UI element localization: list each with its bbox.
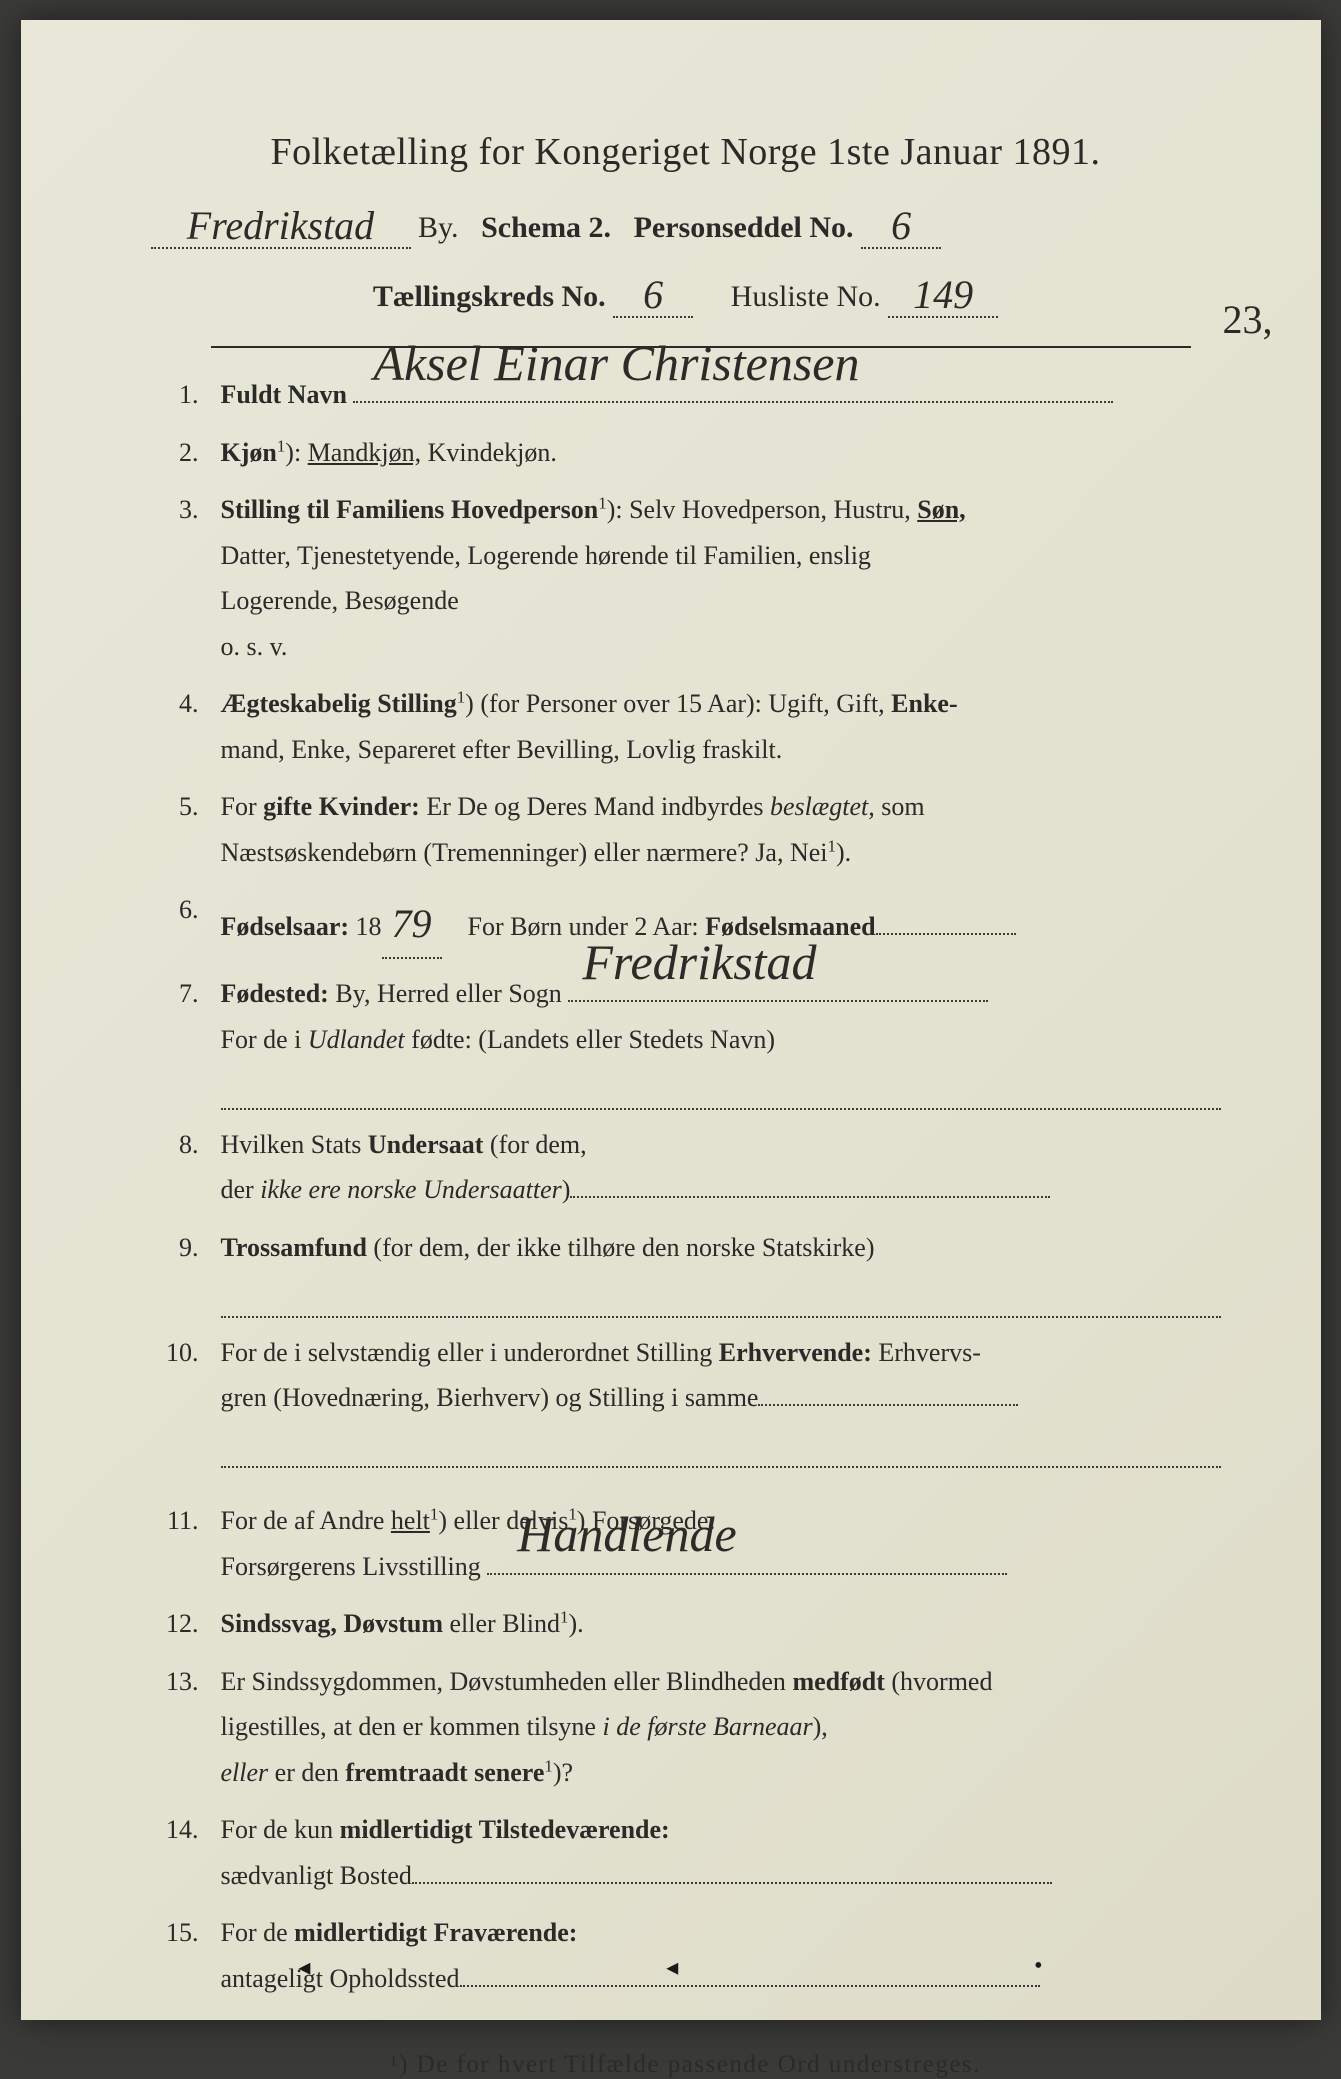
item-4: 4. Ægteskabelig Stilling1) (for Personer… bbox=[151, 681, 1221, 772]
schema-label: Schema 2. bbox=[481, 211, 611, 244]
item-12: 12. Sindssvag, Døvstum eller Blind1). bbox=[151, 1601, 1221, 1647]
item-11: 11. For de af Andre helt1) eller delvis1… bbox=[151, 1498, 1221, 1589]
footnote: ¹) De for hvert Tilfælde passende Ord un… bbox=[151, 2051, 1221, 2079]
item-9: 9. Trossamfund (for dem, der ikke tilhør… bbox=[151, 1225, 1221, 1318]
item-7: 7. Fødested: By, Herred eller Sogn Fredr… bbox=[151, 971, 1221, 1110]
item-8: 8. Hvilken Stats Undersaat (for dem, der… bbox=[151, 1122, 1221, 1213]
selected-mandkjon: Mandkjøn, bbox=[308, 438, 421, 467]
header-row-2: Tællingskreds No. 6 Husliste No. 149 bbox=[151, 269, 1221, 318]
item-14: 14. For de kun midlertidigt Tilstedevære… bbox=[151, 1807, 1221, 1898]
taellingskreds-no: 6 bbox=[643, 271, 663, 318]
item-5: 5. For gifte Kvinder: Er De og Deres Man… bbox=[151, 784, 1221, 875]
personseddel-label: Personseddel No. bbox=[634, 211, 854, 244]
header-row-1: Fredrikstad By. Schema 2. Personseddel N… bbox=[151, 200, 1221, 249]
husliste-no: 149 bbox=[913, 271, 973, 318]
personseddel-no: 6 bbox=[891, 202, 911, 249]
item-3: 3. Stilling til Familiens Hovedperson1):… bbox=[151, 487, 1221, 669]
census-form-page: Folketælling for Kongeriget Norge 1ste J… bbox=[21, 20, 1321, 2020]
pin-marks: ◂ ◂ • bbox=[21, 1953, 1321, 1982]
birthplace-value: Fredrikstad bbox=[582, 919, 816, 1007]
full-name-value: Aksel Einar Christensen bbox=[373, 320, 859, 408]
item-2: 2. Kjøn1): Mandkjøn, Kvindekjøn. bbox=[151, 430, 1221, 476]
birth-year: 79 bbox=[392, 889, 432, 959]
pin-icon: ◂ bbox=[666, 1953, 678, 1982]
label-fodested: Fødested: bbox=[221, 979, 329, 1008]
extra-number: 23, bbox=[1223, 296, 1273, 343]
item-13: 13. Er Sindssygdommen, Døvstumheden elle… bbox=[151, 1659, 1221, 1796]
pin-icon: • bbox=[1034, 1953, 1042, 1982]
label-trossamfund: Trossamfund bbox=[221, 1233, 367, 1262]
label-kjon: Kjøn bbox=[221, 438, 277, 467]
provider-value: Handlende bbox=[517, 1491, 736, 1579]
by-label: By. bbox=[418, 211, 459, 244]
city-handwritten: Fredrikstad bbox=[187, 202, 374, 249]
pin-icon: ◂ bbox=[298, 1953, 310, 1982]
label-stilling: Stilling til Familiens Hovedperson bbox=[221, 495, 599, 524]
label-aegteskab: Ægteskabelig Stilling bbox=[221, 689, 457, 718]
selected-son: Søn, bbox=[917, 495, 965, 524]
taellingskreds-label: Tællingskreds No. bbox=[373, 280, 606, 313]
label-fuldt-navn: Fuldt Navn bbox=[221, 380, 347, 409]
item-10: 10. For de i selvstændig eller i underor… bbox=[151, 1330, 1221, 1469]
form-title: Folketælling for Kongeriget Norge 1ste J… bbox=[151, 130, 1221, 174]
label-fodselsaar: Fødselsaar: bbox=[221, 912, 350, 941]
husliste-label: Husliste No. bbox=[731, 280, 881, 313]
label-sindssvag: Sindssvag, Døvstum bbox=[221, 1609, 444, 1638]
item-1: 1. Fuldt Navn Aksel Einar Christensen bbox=[151, 372, 1221, 418]
